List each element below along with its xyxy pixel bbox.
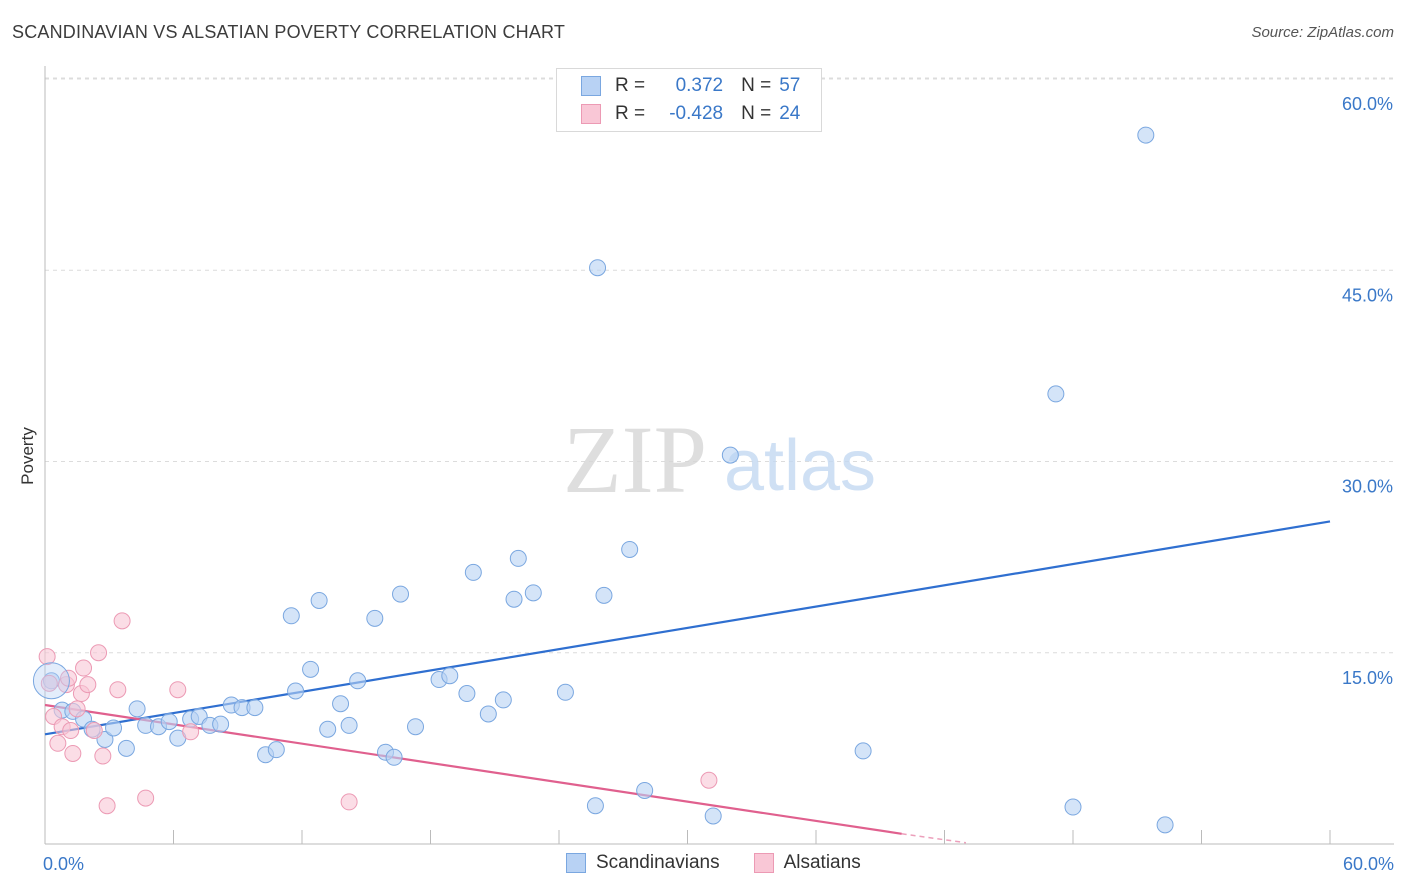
r-label: R = [615, 75, 646, 96]
point-alsatians [62, 722, 80, 740]
point-scandinavians [636, 781, 654, 799]
point-scandinavians [319, 720, 337, 738]
point-scandinavians [854, 742, 872, 760]
y-tick-label: 15.0% [1342, 668, 1393, 688]
axes [44, 66, 1394, 845]
legend-item-scandinavians[interactable]: Scandinavians [566, 852, 720, 874]
y-tick-label: 45.0% [1342, 285, 1393, 305]
r-value: 0.372 [675, 75, 724, 96]
point-scandinavians [349, 672, 367, 690]
point-scandinavians [302, 660, 320, 678]
point-scandinavians [704, 807, 722, 825]
point-alsatians [340, 793, 358, 811]
point-scandinavians [524, 584, 542, 602]
data-points [32, 126, 1174, 834]
legend-swatch-scandinavians [566, 853, 586, 873]
y-tick-label: 30.0% [1342, 477, 1393, 497]
point-scandinavians [117, 739, 135, 757]
point-alsatians [109, 681, 127, 699]
trendlines [44, 520, 1331, 844]
trendline-alsatians-extension [901, 833, 967, 844]
point-scandinavians [505, 590, 523, 608]
y-tick-label: 60.0% [1342, 94, 1393, 114]
series-legend: Scandinavians Alsatians [566, 852, 895, 874]
legend-swatch-scandinavians [581, 76, 601, 96]
point-scandinavians [589, 259, 607, 277]
point-scandinavians [385, 748, 403, 766]
n-value: 24 [779, 103, 801, 124]
watermark-zip: ZIP [563, 406, 707, 513]
point-scandinavians [441, 667, 459, 685]
point-alsatians [182, 723, 200, 741]
point-scandinavians [494, 691, 512, 709]
point-scandinavians [556, 683, 574, 701]
point-alsatians [113, 612, 131, 630]
point-scandinavians [1064, 798, 1082, 816]
point-scandinavians [1137, 126, 1155, 144]
point-scandinavians [721, 446, 739, 464]
point-scandinavians [509, 549, 527, 567]
point-scandinavians [287, 682, 305, 700]
point-alsatians [40, 674, 58, 692]
point-scandinavians [267, 741, 285, 759]
r-value: -0.428 [669, 103, 724, 124]
legend-label: Scandinavians [596, 852, 720, 873]
point-scandinavians [128, 700, 146, 718]
point-alsatians [169, 681, 187, 699]
legend-row-scandinavians: R = 0.372 N = 57 [581, 74, 800, 98]
legend-swatch-alsatians [753, 853, 774, 873]
point-scandinavians [621, 540, 639, 558]
point-alsatians [90, 644, 108, 662]
gridlines [45, 77, 1394, 654]
point-scandinavians [332, 695, 350, 713]
point-alsatians [49, 734, 67, 752]
point-scandinavians [464, 563, 482, 581]
point-scandinavians [366, 609, 384, 627]
point-alsatians [75, 659, 93, 677]
point-alsatians [68, 700, 86, 718]
point-scandinavians [586, 797, 604, 815]
point-alsatians [64, 744, 82, 762]
n-value: 57 [779, 75, 801, 96]
point-scandinavians [212, 715, 230, 733]
point-alsatians [85, 722, 103, 740]
legend-item-alsatians[interactable]: Alsatians [753, 852, 861, 874]
point-alsatians [700, 771, 718, 789]
legend-label: Alsatians [783, 852, 861, 873]
point-scandinavians [1156, 816, 1174, 834]
point-alsatians [98, 797, 116, 815]
point-scandinavians [407, 718, 425, 736]
point-scandinavians-cluster [32, 662, 70, 700]
source-label: Source: ZipAtlas.com [1251, 24, 1394, 41]
trendline-scandinavians [44, 520, 1331, 736]
x-tick-label-min: 0.0% [43, 854, 84, 874]
point-scandinavians [1047, 385, 1065, 403]
point-scandinavians [458, 685, 476, 703]
point-scandinavians [340, 716, 358, 734]
point-scandinavians [595, 586, 613, 604]
point-scandinavians [246, 699, 264, 717]
y-tick-labels: 15.0% 30.0% 45.0% 60.0% [1342, 94, 1393, 688]
n-label: N = [741, 75, 772, 96]
point-alsatians [79, 676, 97, 694]
legend-swatch-alsatians [581, 104, 601, 124]
r-label: R = [615, 103, 646, 124]
point-alsatians [137, 789, 155, 807]
legend-row-alsatians: R = -0.428 N = 24 [581, 102, 800, 126]
watermark-atlas: atlas [724, 426, 876, 506]
point-alsatians [94, 747, 112, 765]
point-scandinavians [105, 719, 123, 737]
y-axis-label: Poverty [18, 427, 37, 485]
correlation-legend: R = 0.372 N = 57 R = -0.428 N = 24 [556, 68, 822, 132]
point-scandinavians [160, 713, 178, 731]
point-scandinavians [282, 607, 300, 625]
n-label: N = [741, 103, 772, 124]
x-tick-label-max: 60.0% [1343, 854, 1394, 874]
point-scandinavians [392, 585, 410, 603]
point-alsatians [38, 648, 56, 666]
point-scandinavians [479, 705, 497, 723]
point-scandinavians [310, 591, 328, 609]
chart-title: SCANDINAVIAN VS ALSATIAN POVERTY CORRELA… [12, 22, 566, 42]
